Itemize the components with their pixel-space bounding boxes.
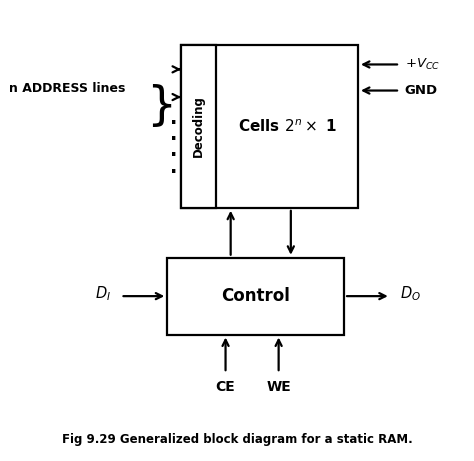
Text: ·: · [171,146,178,165]
Text: $D_O$: $D_O$ [400,284,421,303]
Text: Control: Control [221,287,290,305]
Polygon shape [167,258,344,335]
Text: GND: GND [405,84,438,97]
Text: Fig 9.29 Generalized block diagram for a static RAM.: Fig 9.29 Generalized block diagram for a… [62,432,412,445]
Text: WE: WE [266,380,291,394]
Text: n ADDRESS lines: n ADDRESS lines [9,82,125,95]
Text: }: } [146,84,176,130]
Text: ·: · [171,130,178,149]
Text: Cells $2^n\times$ 1: Cells $2^n\times$ 1 [237,118,337,135]
Text: Decoding: Decoding [192,95,205,157]
Polygon shape [181,45,358,208]
Polygon shape [181,45,216,208]
Text: $D_I$: $D_I$ [95,284,111,303]
Text: ·: · [171,163,178,182]
Text: ·: · [171,113,178,133]
Text: $+V_{CC}$: $+V_{CC}$ [405,57,440,72]
Text: CE: CE [216,380,236,394]
